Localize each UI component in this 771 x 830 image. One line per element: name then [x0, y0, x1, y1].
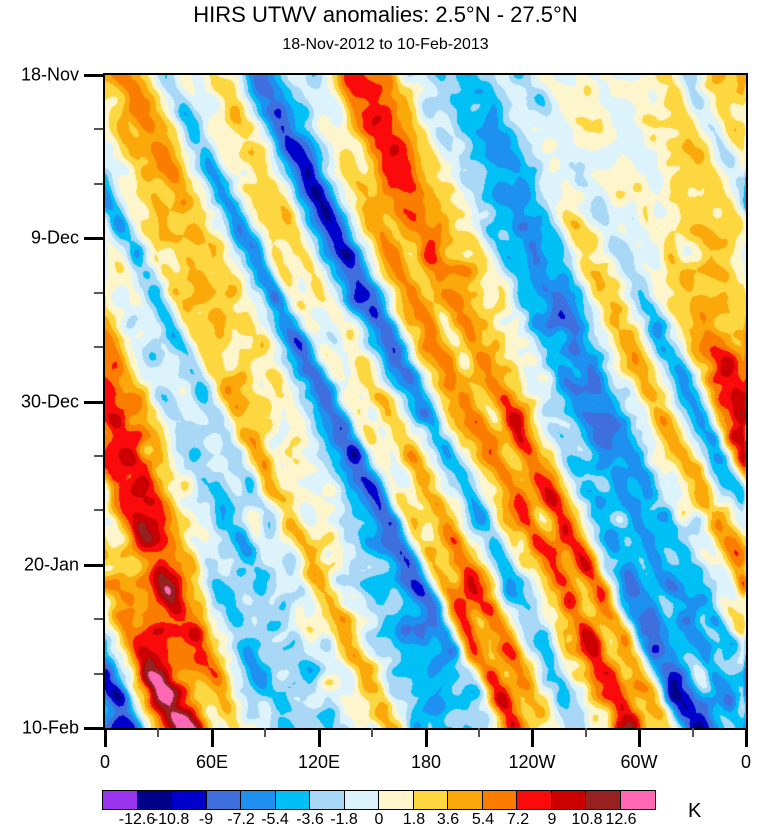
x-axis-minor-tick	[692, 728, 694, 737]
colorbar-swatch	[413, 791, 448, 809]
x-axis-minor-tick	[585, 728, 587, 737]
colorbar-tick-label: -7.2	[227, 811, 255, 828]
colorbar-tick-label: -5.4	[261, 811, 289, 828]
y-axis-tick-label: 10-Feb	[21, 717, 79, 738]
colorbar-swatch	[172, 791, 207, 809]
x-axis-tick-label: 120W	[508, 752, 556, 772]
x-axis-major-tick	[638, 728, 641, 747]
x-axis-major-tick	[531, 728, 534, 747]
x-axis-minor-tick	[371, 728, 373, 737]
y-axis-minor-tick	[94, 128, 103, 130]
x-axis-minor-tick	[478, 728, 480, 737]
y-axis-tick-label: 18-Nov	[20, 64, 79, 85]
colorbar-tick-label: -1.8	[330, 811, 358, 828]
colorbar-swatch	[310, 791, 345, 809]
colorbar-tick-label: -12.6	[118, 811, 156, 828]
colorbar-swatch	[482, 791, 517, 809]
y-axis-minor-tick	[94, 509, 103, 511]
colorbar-tick-label: 9	[547, 811, 557, 828]
colorbar-tick-label: -10.8	[152, 811, 190, 828]
colorbar-swatch	[344, 791, 379, 809]
page-title: HIRS UTWV anomalies: 2.5°N - 27.5°N	[193, 2, 578, 27]
x-axis-tick-label: 60W	[620, 752, 658, 772]
y-axis-minor-tick	[94, 673, 103, 675]
x-axis-tick-label: 0	[740, 752, 752, 772]
y-axis-minor-tick	[94, 455, 103, 457]
x-axis-major-tick	[425, 728, 428, 747]
x-axis-tick-label: 0	[99, 752, 111, 772]
colorbar-tick-label: -3.6	[296, 811, 324, 828]
colorbar-swatch	[586, 791, 621, 809]
colorbar-swatch	[551, 791, 586, 809]
colorbar-swatch	[103, 791, 138, 809]
y-axis-major-tick	[84, 727, 103, 730]
colorbar-tick-label: 1.8	[402, 811, 426, 828]
x-axis-minor-tick	[264, 728, 266, 737]
colorbar-tick-label: 10.8	[571, 811, 603, 828]
hovmoller-heatmap	[105, 75, 746, 728]
colorbar-swatch	[275, 791, 310, 809]
x-axis-major-tick	[745, 728, 748, 747]
colorbar-swatch	[379, 791, 414, 809]
colorbar-tick-label: 7.2	[506, 811, 530, 828]
colorbar-tick-label: 0	[374, 811, 384, 828]
colorbar-unit-label: K	[688, 800, 702, 822]
x-axis-tick-label: 180	[410, 752, 442, 772]
colorbar-swatch	[137, 791, 172, 809]
y-axis-tick-label: 30-Dec	[20, 391, 79, 412]
y-axis-major-tick	[84, 237, 103, 240]
x-axis-minor-tick	[157, 728, 159, 737]
y-axis-major-tick	[84, 564, 103, 567]
x-axis-major-tick	[104, 728, 107, 747]
colorbar-swatch	[620, 791, 655, 809]
colorbar-tick-label: 3.6	[436, 811, 460, 828]
colorbar-tick-label: 12.6	[605, 811, 637, 828]
plot-area	[103, 73, 748, 730]
y-axis-tick-label: 20-Jan	[23, 554, 79, 575]
colorbar-swatch	[241, 791, 276, 809]
y-axis-minor-tick	[94, 618, 103, 620]
y-axis-minor-tick	[94, 292, 103, 294]
x-axis-major-tick	[318, 728, 321, 747]
x-axis-major-tick	[211, 728, 214, 747]
colorbar-swatch	[448, 791, 483, 809]
colorbar-tick-label: 5.4	[471, 811, 495, 828]
x-axis-tick-label: 120E	[297, 752, 341, 772]
y-axis-major-tick	[84, 401, 103, 404]
y-axis-tick-label: 9-Dec	[30, 227, 79, 248]
y-axis-major-tick	[84, 74, 103, 77]
colorbar-swatch	[206, 791, 241, 809]
colorbar-tick-label: -9	[198, 811, 214, 828]
y-axis-minor-tick	[94, 183, 103, 185]
x-axis-tick-label: 60E	[195, 752, 229, 772]
y-axis-minor-tick	[94, 346, 103, 348]
colorbar	[102, 790, 656, 810]
colorbar-swatch	[517, 791, 552, 809]
subtitle: 18-Nov-2012 to 10-Feb-2013	[282, 36, 489, 53]
